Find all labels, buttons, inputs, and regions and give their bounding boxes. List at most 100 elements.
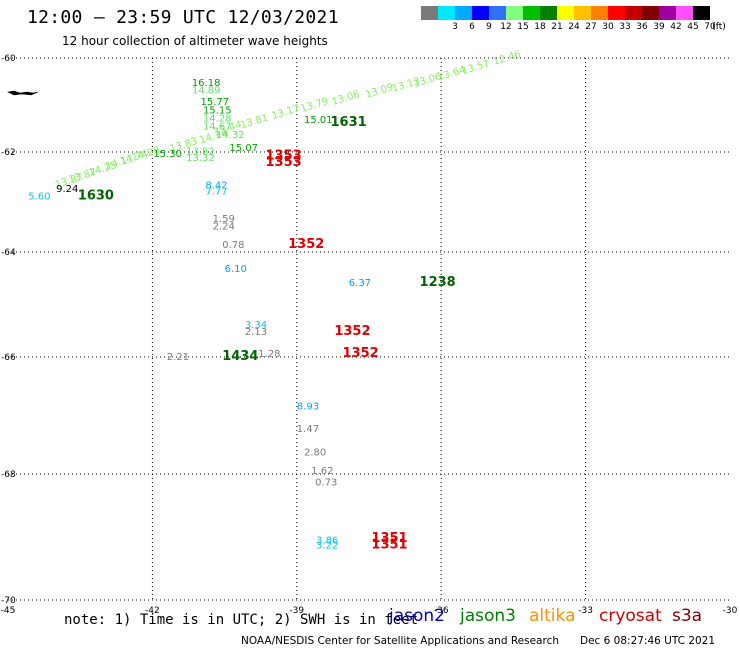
wave-height-label: 3.86 <box>316 535 338 546</box>
wave-height-label: 0.78 <box>222 240 244 251</box>
wave-height-label: 1.62 <box>311 466 333 477</box>
color-scale-label: 9 <box>486 22 492 32</box>
color-scale-label: 12 <box>500 22 512 32</box>
legend-jason3: jason3 <box>460 606 516 626</box>
color-scale-label: 27 <box>585 22 597 32</box>
wave-height-label: 14.32 <box>216 130 245 141</box>
color-scale-label: 30 <box>602 22 614 32</box>
track-wave-height-label: 13.57 <box>461 58 492 77</box>
color-scale-labels: 3 6 9 12 15 18 21 24 27 30 33 36 39 42 45 70 (ft) <box>421 22 740 34</box>
color-scale-label: 21 <box>551 22 563 32</box>
color-scale-label: 18 <box>534 22 546 32</box>
color-scale-label: 42 <box>670 22 682 32</box>
wave-height-label: 15.30 <box>153 149 182 160</box>
lat-tick-label: -64 <box>1 248 16 258</box>
track-wave-height-label: 12.46 <box>492 49 523 68</box>
color-scale-label: 3 <box>452 22 458 32</box>
lat-tick-label: -66 <box>1 353 16 363</box>
color-scale-label: 39 <box>653 22 665 32</box>
pass-time-label: 1434 <box>222 349 258 364</box>
legend-s3a: s3a <box>672 606 703 626</box>
legend-cryosat: cryosat <box>599 606 662 626</box>
wave-height-label: 8.42 <box>205 181 227 192</box>
track-wave-height-label: 13.06 <box>331 89 362 108</box>
wave-height-label: 8.93 <box>297 402 319 413</box>
footer-timestamp: Dec 6 08:27:46 UTC 2021 <box>580 635 716 647</box>
color-scale-label: 15 <box>517 22 529 32</box>
color-scale-swatch <box>659 6 676 20</box>
color-scale-swatch <box>574 6 591 20</box>
color-scale-swatch <box>676 6 693 20</box>
color-scale-swatch <box>472 6 489 20</box>
wave-height-label: 2.13 <box>245 327 267 338</box>
color-scale-swatch <box>557 6 574 20</box>
track-wave-height-label: 13.17 <box>270 103 301 122</box>
footer-agency: NOAA/NESDIS Center for Satellite Applica… <box>241 635 559 647</box>
color-scale-swatch <box>421 6 438 20</box>
track-wave-height-label: 13.81 <box>239 112 270 131</box>
wave-height-label: 3.34 <box>245 320 267 331</box>
lat-tick-label: -62 <box>1 148 16 158</box>
pass-time-label: 1351 <box>371 531 407 546</box>
note-text: note: 1) Time is in UTC; 2) SWH is in fe… <box>64 612 419 628</box>
color-scale-label: 6 <box>469 22 475 32</box>
color-scale-swatch <box>625 6 642 20</box>
lon-tick-label: -36 <box>434 606 449 616</box>
wave-height-label: 13.32 <box>186 153 215 164</box>
wave-height-label: 6.10 <box>225 264 247 275</box>
color-scale-unit: (ft) <box>712 22 726 32</box>
pass-time-label: 1630 <box>78 189 114 204</box>
wave-height-label: 2.80 <box>304 447 326 458</box>
wave-height-label: 0.73 <box>315 477 337 488</box>
lon-tick-label: -30 <box>723 606 738 616</box>
pass-time-label: 1352 <box>343 346 379 361</box>
color-scale-swatch <box>693 6 710 20</box>
color-scale-label: 33 <box>619 22 631 32</box>
lon-tick-label: -42 <box>145 606 160 616</box>
color-scale-label: 45 <box>687 22 699 32</box>
pass-time-label: 1351 <box>371 537 407 552</box>
wave-height-label: 2.21 <box>167 352 189 363</box>
color-scale-swatch <box>523 6 540 20</box>
wave-height-label: 1.59 <box>213 214 235 225</box>
page-title: 12:00 – 23:59 UTC 12/03/2021 <box>27 7 339 28</box>
pass-time-label: 1353 <box>266 149 302 164</box>
lat-tick-label: -68 <box>1 470 16 480</box>
wave-height-label: 9.24 <box>56 184 78 195</box>
lon-tick-label: -33 <box>578 606 593 616</box>
color-scale-swatch <box>591 6 608 20</box>
wave-height-label: 3.22 <box>316 540 338 551</box>
wave-height-label: 7.77 <box>205 187 227 198</box>
pass-time-label: 1238 <box>420 275 456 290</box>
pass-time-label: 1352 <box>288 237 324 252</box>
wave-height-label: 16.18 <box>192 78 221 89</box>
pass-time-label: 1631 <box>330 115 366 130</box>
wave-height-label: 6.37 <box>349 278 371 289</box>
color-scale-label: 24 <box>568 22 580 32</box>
color-scale-swatch <box>455 6 472 20</box>
legend-jason2: jason2 <box>389 606 445 626</box>
color-scale-swatch <box>438 6 455 20</box>
color-scale-label: 36 <box>636 22 648 32</box>
island-outline <box>7 90 39 96</box>
color-scale-swatch <box>489 6 506 20</box>
pass-time-label: 1352 <box>334 324 370 339</box>
wave-height-label: 2.24 <box>213 222 235 233</box>
pass-time-label: 1353 <box>266 155 302 170</box>
page-subtitle: 12 hour collection of altimeter wave hei… <box>62 34 328 48</box>
lon-tick-label: -45 <box>1 606 16 616</box>
color-scale-swatch <box>608 6 625 20</box>
color-scale: 3 6 9 12 15 18 21 24 27 30 33 36 39 42 45 70 (ft) <box>421 6 726 32</box>
color-scale-swatch <box>506 6 523 20</box>
wave-height-label: 14.28 <box>203 113 232 124</box>
wave-height-label: 13.82 <box>186 147 215 158</box>
wave-height-label: 14.67 <box>203 121 232 132</box>
legend-altika: altika <box>529 606 576 626</box>
color-scale-swatches <box>421 6 710 20</box>
color-scale-label: 70 <box>704 22 716 32</box>
wave-height-label: 1.47 <box>297 424 319 435</box>
lat-tick-label: -70 <box>1 596 16 606</box>
color-scale-swatch <box>642 6 659 20</box>
wave-height-label: 14.89 <box>192 85 221 96</box>
